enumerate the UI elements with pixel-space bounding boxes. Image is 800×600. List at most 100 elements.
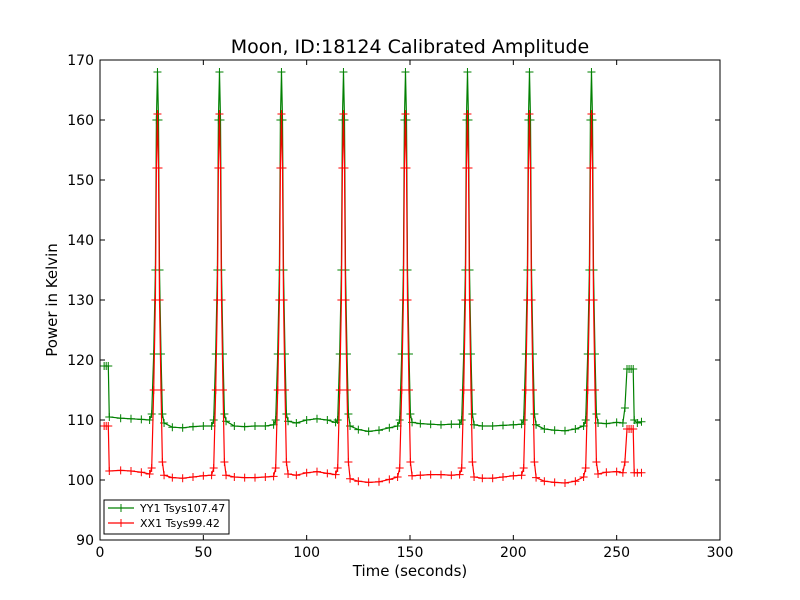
data-point — [230, 422, 239, 430]
data-point — [509, 471, 518, 480]
data-point — [401, 110, 410, 118]
data-point — [147, 410, 156, 418]
y-tick-label: 150 — [67, 173, 94, 189]
data-point — [437, 420, 445, 429]
data-point — [278, 164, 287, 172]
data-point — [526, 164, 535, 172]
data-point — [104, 422, 113, 430]
data-point — [189, 473, 197, 481]
data-point — [499, 421, 507, 430]
data-point — [447, 471, 456, 480]
data-point — [375, 426, 383, 435]
data-point — [178, 423, 187, 432]
data-point — [279, 296, 288, 304]
data-point — [402, 164, 411, 172]
data-point — [280, 386, 289, 394]
y-axis: 90 100 110 120 130 140 150 160 170 — [67, 53, 720, 549]
data-point — [540, 477, 549, 486]
data-point — [530, 410, 539, 418]
data-point — [302, 416, 311, 424]
data-point — [215, 68, 224, 76]
y-tick-label: 120 — [67, 353, 94, 369]
data-point — [220, 410, 229, 418]
data-point — [594, 470, 603, 478]
x-tick-label: 150 — [397, 545, 424, 561]
data-point — [282, 410, 291, 418]
data-point — [464, 116, 473, 124]
data-point — [457, 464, 466, 472]
chart-title: Moon, ID:18124 Calibrated Amplitude — [231, 36, 589, 58]
data-point — [333, 416, 342, 424]
data-point — [465, 296, 474, 304]
data-point — [105, 467, 114, 475]
data-point — [160, 471, 169, 480]
data-point — [393, 473, 402, 481]
data-point — [342, 386, 351, 394]
data-point — [581, 416, 590, 424]
x-tick-label: 200 — [500, 545, 527, 561]
data-point — [517, 471, 526, 480]
data-point — [269, 472, 278, 481]
data-point — [261, 422, 270, 430]
data-point — [463, 68, 472, 76]
data-point — [509, 420, 518, 429]
data-point — [550, 426, 559, 435]
x-tick-label: 50 — [194, 545, 212, 561]
legend-items: YY1 Tsys107.47 XX1 Tsys99.42 — [108, 502, 225, 530]
data-point — [579, 473, 588, 481]
data-point — [116, 466, 125, 475]
legend-label: XX1 Tsys99.42 — [140, 517, 220, 530]
data-point — [147, 464, 156, 472]
data-point — [209, 464, 218, 472]
legend-item: YY1 Tsys107.47 — [108, 502, 225, 515]
data-point — [211, 386, 220, 394]
data-point — [344, 458, 353, 466]
data-point — [222, 471, 231, 480]
data-point — [331, 470, 340, 479]
data-point — [207, 471, 216, 480]
data-point — [277, 110, 286, 118]
data-point — [153, 68, 162, 76]
data-point — [385, 423, 394, 432]
x-axis-label: Time (seconds) — [352, 562, 468, 580]
data-point — [521, 386, 530, 394]
data-point — [216, 164, 225, 172]
x-axis: 0 50 100 150 200 250 300 — [96, 60, 733, 561]
data-point — [284, 470, 293, 478]
data-point — [240, 473, 249, 482]
data-point — [375, 477, 383, 486]
data-point — [637, 417, 646, 426]
data-point — [209, 416, 218, 424]
data-point — [519, 416, 528, 424]
legend: YY1 Tsys107.47 XX1 Tsys99.42 — [103, 499, 230, 535]
data-point — [230, 473, 239, 481]
data-point — [335, 386, 344, 394]
data-point — [589, 296, 598, 304]
data-point — [629, 425, 638, 433]
data-point — [637, 468, 646, 477]
data-point — [525, 68, 534, 76]
data-point — [292, 471, 301, 480]
data-point — [302, 468, 311, 477]
data-point — [271, 464, 280, 472]
y-tick-label: 100 — [67, 473, 94, 489]
data-point — [437, 470, 445, 479]
data-point — [344, 410, 353, 418]
data-point — [385, 475, 394, 484]
data-point — [629, 365, 638, 373]
data-point — [478, 422, 487, 430]
legend-swatch-marker — [117, 504, 125, 512]
data-point — [528, 386, 537, 394]
data-point — [340, 116, 349, 124]
data-point — [127, 467, 135, 475]
data-point — [137, 468, 146, 477]
x-tick-label: 100 — [293, 545, 320, 561]
legend-item: XX1 Tsys99.42 — [108, 517, 220, 530]
legend-label: YY1 Tsys107.47 — [139, 502, 225, 515]
data-point — [395, 416, 404, 424]
data-point — [478, 474, 487, 483]
data-point — [354, 477, 363, 486]
data-point — [154, 116, 163, 124]
data-point — [540, 425, 549, 433]
